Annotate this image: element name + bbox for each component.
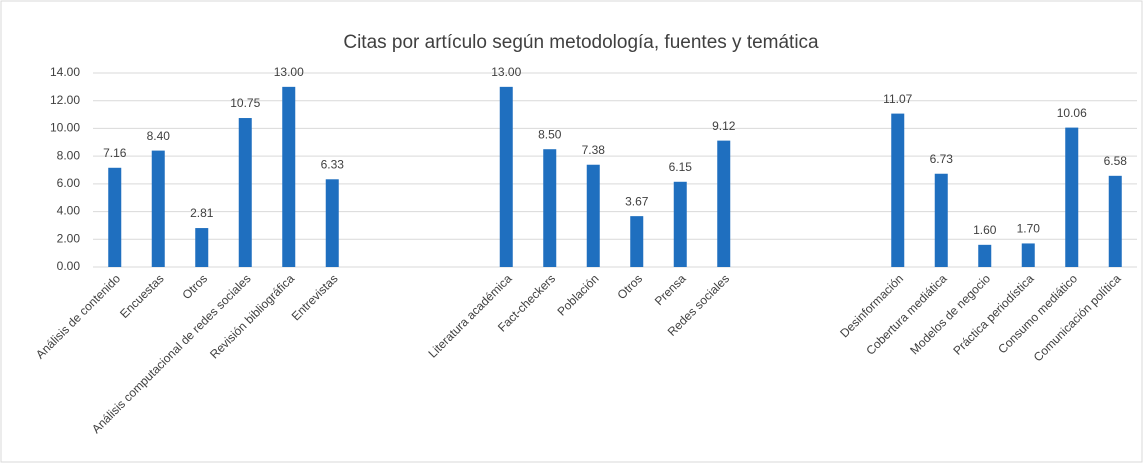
bar <box>238 118 252 268</box>
data-label: 1.60 <box>973 223 997 237</box>
bar <box>934 173 948 267</box>
bar <box>325 179 339 267</box>
data-label: 13.00 <box>491 65 521 79</box>
bar <box>499 86 513 267</box>
data-label: 7.16 <box>103 146 127 160</box>
data-label: 7.38 <box>582 143 606 157</box>
bar <box>630 216 644 267</box>
data-label: 10.06 <box>1057 106 1087 120</box>
y-tick-label: 10.00 <box>50 121 80 135</box>
bar <box>978 244 992 267</box>
data-label: 6.15 <box>669 160 693 174</box>
bar <box>151 150 165 267</box>
bar <box>891 113 905 267</box>
data-label: 6.73 <box>930 152 954 166</box>
bar <box>195 228 209 267</box>
y-tick-label: 4.00 <box>57 204 81 218</box>
data-label: 6.58 <box>1104 154 1128 168</box>
bar <box>1065 127 1079 268</box>
data-label: 2.81 <box>190 206 214 220</box>
bar <box>282 86 296 267</box>
bar <box>1108 175 1122 267</box>
data-label: 9.12 <box>712 119 736 133</box>
bar <box>586 164 600 267</box>
data-label: 1.70 <box>1017 222 1041 236</box>
data-label: 11.07 <box>883 92 912 106</box>
bar <box>108 167 122 267</box>
data-label: 13.00 <box>274 65 304 79</box>
y-tick-label: 14.00 <box>50 65 80 79</box>
y-tick-label: 2.00 <box>57 231 81 245</box>
data-label: 6.33 <box>321 157 345 171</box>
bar <box>543 149 557 267</box>
y-tick-label: 8.00 <box>57 148 81 162</box>
bar <box>717 140 731 267</box>
data-label: 8.50 <box>538 127 562 141</box>
bar <box>1021 243 1035 267</box>
data-label: 8.40 <box>147 129 171 143</box>
y-tick-label: 6.00 <box>57 176 81 190</box>
data-label: 3.67 <box>625 194 649 208</box>
y-tick-label: 0.00 <box>57 259 81 273</box>
y-tick-label: 12.00 <box>50 93 80 107</box>
data-label: 10.75 <box>230 96 260 110</box>
chart-title: Citas por artículo según metodología, fu… <box>343 32 819 53</box>
bar <box>673 181 687 267</box>
